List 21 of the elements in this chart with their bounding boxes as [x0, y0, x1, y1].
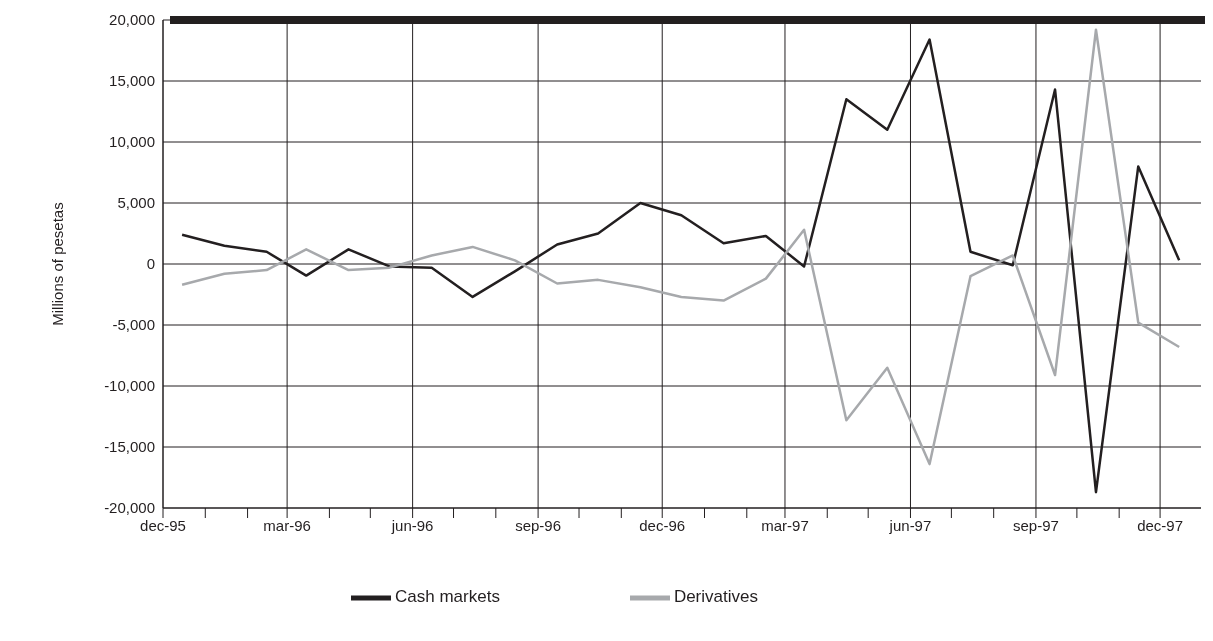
y-tick-label: 0	[146, 255, 155, 273]
x-tick-label: dec-97	[1137, 516, 1184, 534]
y-axis-title: Millions of pesetas	[49, 202, 67, 326]
x-tick-label: jun-96	[390, 516, 434, 534]
x-tick-label: sep-97	[1013, 516, 1059, 534]
legend-label: Derivatives	[673, 587, 758, 607]
y-tick-label: -20,000	[104, 499, 155, 517]
x-tick-label: dec-96	[639, 516, 686, 534]
y-tick-label: 15,000	[109, 72, 155, 90]
x-tick-label: mar-96	[263, 516, 311, 534]
y-tick-label: 5,000	[117, 194, 155, 212]
x-tick-label: mar-97	[761, 516, 809, 534]
legend-label: Cash markets	[395, 587, 500, 607]
y-tick-label: -10,000	[104, 377, 155, 395]
y-tick-label: -5,000	[112, 316, 155, 334]
x-tick-label: jun-97	[888, 516, 932, 534]
x-tick-label: dec-95	[140, 516, 186, 534]
y-tick-label: 10,000	[109, 133, 155, 151]
y-tick-label: -15,000	[104, 438, 155, 456]
x-tick-label: sep-96	[515, 516, 562, 534]
y-tick-label: 20,000	[109, 11, 155, 29]
